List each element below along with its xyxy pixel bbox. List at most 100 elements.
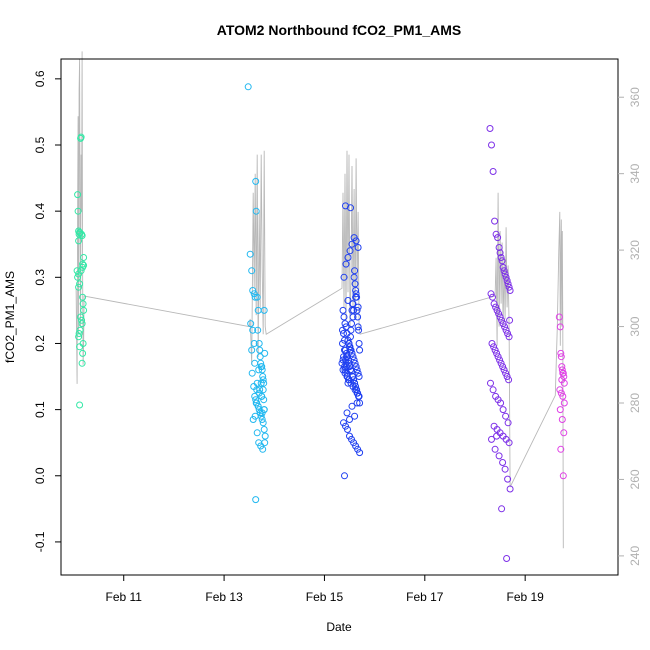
data-point xyxy=(557,445,565,453)
y2-tick-label: 280 xyxy=(628,393,642,413)
data-point xyxy=(78,320,86,328)
data-point xyxy=(352,363,360,371)
data-point xyxy=(259,419,267,427)
data-point xyxy=(491,445,499,453)
data-point xyxy=(74,191,82,199)
data-point xyxy=(351,412,359,420)
data-point xyxy=(340,313,348,321)
data-point xyxy=(255,340,263,347)
data-point xyxy=(356,399,364,407)
data-point xyxy=(251,293,259,301)
data-point xyxy=(505,376,513,384)
data-point xyxy=(258,416,266,423)
data-point xyxy=(248,369,256,377)
trace-line xyxy=(75,51,564,549)
data-point xyxy=(346,416,353,423)
data-point xyxy=(253,293,261,301)
data-point xyxy=(502,412,510,420)
data-point xyxy=(504,475,512,483)
data-point xyxy=(489,386,497,394)
data-point xyxy=(77,267,85,275)
y2-tick-label: 320 xyxy=(628,240,642,260)
data-point xyxy=(504,280,512,288)
data-point xyxy=(343,353,350,361)
data-point xyxy=(505,333,513,341)
data-point xyxy=(558,376,566,384)
data-point xyxy=(351,267,359,275)
data-point xyxy=(355,326,363,334)
points-layer xyxy=(73,83,568,562)
data-point xyxy=(502,369,510,377)
data-point xyxy=(345,359,352,367)
data-point xyxy=(347,204,354,212)
data-point xyxy=(75,333,83,341)
trace-line-layer xyxy=(75,51,564,549)
data-point xyxy=(259,386,267,394)
data-point xyxy=(559,392,567,400)
data-point xyxy=(344,254,352,261)
data-point xyxy=(341,320,349,328)
data-point xyxy=(346,363,353,371)
data-point xyxy=(80,254,88,261)
data-point xyxy=(351,280,359,288)
data-point xyxy=(556,323,564,331)
data-point xyxy=(340,273,348,281)
data-point xyxy=(75,237,83,245)
data-point xyxy=(256,346,264,354)
data-point xyxy=(499,263,507,271)
data-point xyxy=(252,207,260,215)
plot-frame xyxy=(60,58,619,576)
data-point xyxy=(260,396,268,404)
data-point xyxy=(352,290,360,298)
data-point xyxy=(499,406,507,414)
data-point xyxy=(499,459,507,466)
data-point xyxy=(488,340,496,347)
data-point xyxy=(351,379,359,387)
data-point xyxy=(259,373,267,380)
data-point xyxy=(253,379,261,387)
data-point xyxy=(495,244,503,251)
data-point xyxy=(78,359,86,367)
data-point xyxy=(496,249,504,257)
data-point xyxy=(495,310,503,318)
data-point xyxy=(252,496,260,504)
data-point xyxy=(344,426,351,433)
series-4 xyxy=(486,125,514,562)
series-5 xyxy=(555,313,568,480)
data-point xyxy=(352,293,360,301)
data-point xyxy=(497,399,505,407)
x-tick-label: Feb 15 xyxy=(306,590,344,604)
data-point xyxy=(501,270,509,278)
data-point xyxy=(256,386,264,394)
y-axis-label: fCO2_PM1_AMS xyxy=(3,271,17,363)
data-point xyxy=(354,369,362,377)
data-point xyxy=(252,177,260,185)
data-point xyxy=(498,257,506,265)
data-point xyxy=(246,250,254,258)
data-point xyxy=(559,472,567,480)
data-point xyxy=(503,555,511,562)
data-point xyxy=(556,386,564,394)
data-point xyxy=(79,349,87,357)
data-point xyxy=(261,349,269,357)
data-point xyxy=(504,330,512,337)
data-point xyxy=(487,379,494,387)
data-point xyxy=(345,376,353,384)
data-point xyxy=(258,366,266,374)
data-point xyxy=(354,244,362,251)
y-tick-label: 0.6 xyxy=(33,70,47,87)
data-point xyxy=(559,369,567,377)
data-point xyxy=(77,313,85,321)
data-point xyxy=(76,326,84,334)
y2-tick-label: 300 xyxy=(628,316,642,336)
x-tick-label: Feb 17 xyxy=(406,590,444,604)
data-point xyxy=(503,277,511,285)
data-point xyxy=(502,273,510,281)
data-point xyxy=(556,406,564,414)
data-point xyxy=(498,316,506,324)
data-point xyxy=(247,320,255,328)
data-point xyxy=(558,363,566,371)
data-point xyxy=(348,402,356,410)
data-point xyxy=(490,300,498,308)
